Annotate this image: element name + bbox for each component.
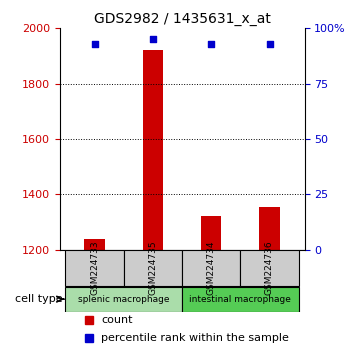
Point [267, 41, 272, 47]
Bar [143, 50, 163, 250]
Text: GSM224734: GSM224734 [206, 240, 216, 295]
Text: GSM224735: GSM224735 [148, 240, 158, 295]
Text: count: count [101, 315, 133, 325]
FancyBboxPatch shape [65, 287, 182, 312]
Text: intestinal macrophage: intestinal macrophage [189, 295, 291, 304]
Text: GSM224736: GSM224736 [265, 240, 274, 295]
Text: GSM224733: GSM224733 [90, 240, 99, 295]
Bar [84, 239, 105, 250]
FancyBboxPatch shape [240, 250, 299, 285]
Text: splenic macrophage: splenic macrophage [78, 295, 169, 304]
Point [208, 41, 214, 47]
Point [92, 41, 97, 47]
Text: cell type: cell type [15, 294, 62, 304]
Point [150, 36, 156, 42]
Bar [259, 207, 280, 250]
FancyBboxPatch shape [65, 250, 124, 285]
FancyBboxPatch shape [124, 250, 182, 285]
FancyBboxPatch shape [182, 287, 299, 312]
Bar [201, 216, 221, 250]
Text: percentile rank within the sample: percentile rank within the sample [101, 333, 289, 343]
FancyBboxPatch shape [182, 250, 240, 285]
Title: GDS2982 / 1435631_x_at: GDS2982 / 1435631_x_at [93, 12, 271, 26]
